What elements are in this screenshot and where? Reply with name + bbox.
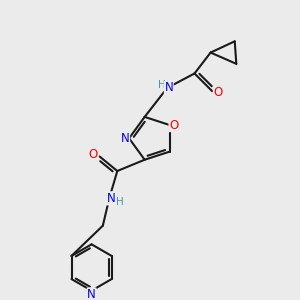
Text: N: N [87,288,96,300]
Text: H: H [158,80,165,90]
Text: O: O [213,86,223,99]
Text: O: O [169,118,178,132]
Text: H: H [116,197,123,207]
Text: N: N [121,132,130,145]
Text: N: N [106,192,115,205]
Text: O: O [88,148,98,161]
Text: N: N [164,82,173,94]
